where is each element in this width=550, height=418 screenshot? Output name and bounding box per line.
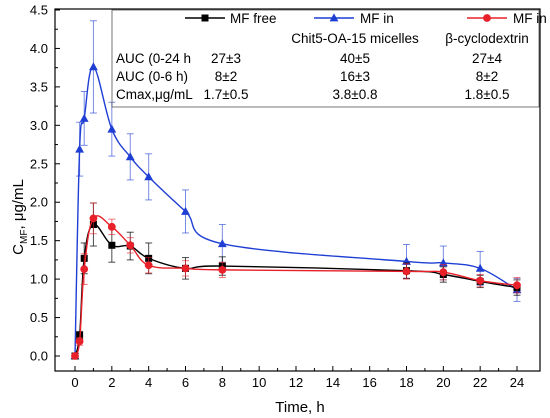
- data-point: [107, 222, 116, 231]
- legend-label: MF free: [230, 11, 277, 26]
- table-cell: 1.8±0.5: [465, 87, 510, 102]
- table-row: Cmax,μg/mL 1.7±0.5 3.8±0.8 1.8±0.5: [116, 87, 509, 102]
- legend-item-2: MF in β-cyclodextrin: [445, 11, 547, 46]
- y-axis-title-main: C: [10, 244, 27, 255]
- data-point: [125, 152, 135, 161]
- table-cell: 3.8±0.8: [333, 87, 378, 102]
- x-tick-label: 10: [252, 375, 266, 390]
- table-row: AUC (0-24 h 27±3 40±5 27±4: [116, 51, 502, 66]
- table-cell: 8±2: [215, 69, 237, 84]
- svg-text:CMF, μg/mL: CMF, μg/mL: [10, 179, 30, 255]
- y-axis-title-unit: , μg/mL: [10, 179, 27, 229]
- data-point: [217, 239, 227, 248]
- data-point: [144, 261, 153, 270]
- x-tick-label: 22: [473, 375, 487, 390]
- data-point: [402, 267, 411, 276]
- legend-box: [111, 9, 540, 108]
- axis-ticks: 0 2 4 6 8 10 12 14 16 18 20 22 240.00.51.01.52.02.53…: [30, 3, 524, 391]
- legend-label-line2: β-cyclodextrin: [445, 31, 529, 46]
- x-tick-label: 12: [289, 375, 303, 390]
- y-tick-label: 4.0: [30, 41, 48, 56]
- data-point: [107, 124, 117, 133]
- table-row-label: AUC (0-24 h: [116, 51, 191, 66]
- table-cell: 1.7±0.5: [204, 87, 249, 102]
- data-point: [71, 352, 79, 360]
- data-point: [475, 263, 485, 272]
- series-line: [74, 223, 518, 357]
- table-cell: 16±3: [340, 69, 370, 84]
- x-tick-label: 6: [182, 375, 189, 390]
- x-tick-label: 16: [362, 375, 376, 390]
- x-tick-label: 20: [436, 375, 450, 390]
- y-tick-label: 2.0: [30, 195, 48, 210]
- data-point: [181, 264, 190, 273]
- y-tick-label: 3.5: [30, 79, 48, 94]
- data-point: [89, 214, 98, 223]
- series-2: [71, 202, 521, 360]
- data-point: [108, 241, 116, 249]
- y-tick-label: 4.5: [30, 3, 48, 18]
- table-row-label: AUC (0-6 h): [116, 69, 188, 84]
- data-point: [144, 172, 154, 181]
- y-axis-title: CMF, μg/mL: [10, 179, 30, 255]
- legend-marker: [201, 14, 209, 22]
- table-row: AUC (0-6 h) 8±2 16±3 8±2: [116, 69, 498, 84]
- legend-item-1: MF in Chit5-OA-15 micelles: [291, 11, 419, 46]
- legend: MF free MF in Chit5-OA-15 micelles MF in β-c…: [111, 9, 547, 108]
- legend-marker: [329, 13, 339, 22]
- y-tick-label: 3.0: [30, 118, 48, 133]
- legend-label: MF in: [360, 11, 394, 26]
- data-point: [79, 113, 89, 122]
- table-cell: 27±4: [472, 51, 502, 66]
- legend-label-line2: Chit5-OA-15 micelles: [291, 31, 419, 46]
- data-point: [80, 265, 89, 274]
- x-tick-label: 4: [145, 375, 152, 390]
- data-point: [75, 337, 84, 346]
- data-point: [513, 281, 521, 290]
- y-tick-label: 0.0: [30, 349, 48, 364]
- table-row-label: Cmax,μg/mL: [116, 87, 193, 102]
- legend-label: MF in: [513, 11, 547, 26]
- series-line: [74, 215, 518, 357]
- data-point: [75, 144, 85, 153]
- data-point: [218, 265, 227, 274]
- plot-frame: [54, 8, 541, 372]
- y-tick-label: 1.5: [30, 233, 48, 248]
- x-tick-label: 8: [219, 375, 226, 390]
- x-tick-label: 24: [510, 375, 524, 390]
- y-axis-title-sub: MF: [19, 230, 30, 244]
- x-tick-label: 14: [326, 375, 340, 390]
- x-tick-label: 18: [399, 375, 413, 390]
- table-cell: 27±3: [211, 51, 241, 66]
- y-tick-label: 1.0: [30, 272, 48, 287]
- series-line: [74, 66, 518, 357]
- y-tick-label: 0.5: [30, 310, 48, 325]
- series-layer: [70, 20, 522, 360]
- data-point: [89, 62, 98, 71]
- legend-marker: [483, 14, 491, 22]
- series-0: [71, 202, 521, 360]
- x-tick-label: 2: [108, 375, 115, 390]
- table-cell: 40±5: [340, 51, 370, 66]
- data-point: [439, 268, 448, 277]
- data-point: [181, 206, 190, 215]
- data-point: [126, 241, 135, 250]
- data-point: [476, 276, 485, 285]
- x-axis-title: Time, h: [275, 399, 324, 416]
- legend-item-0: MF free: [185, 11, 277, 26]
- x-tick-label: 0: [71, 375, 78, 390]
- table-cell: 8±2: [476, 69, 498, 84]
- y-tick-label: 2.5: [30, 156, 48, 171]
